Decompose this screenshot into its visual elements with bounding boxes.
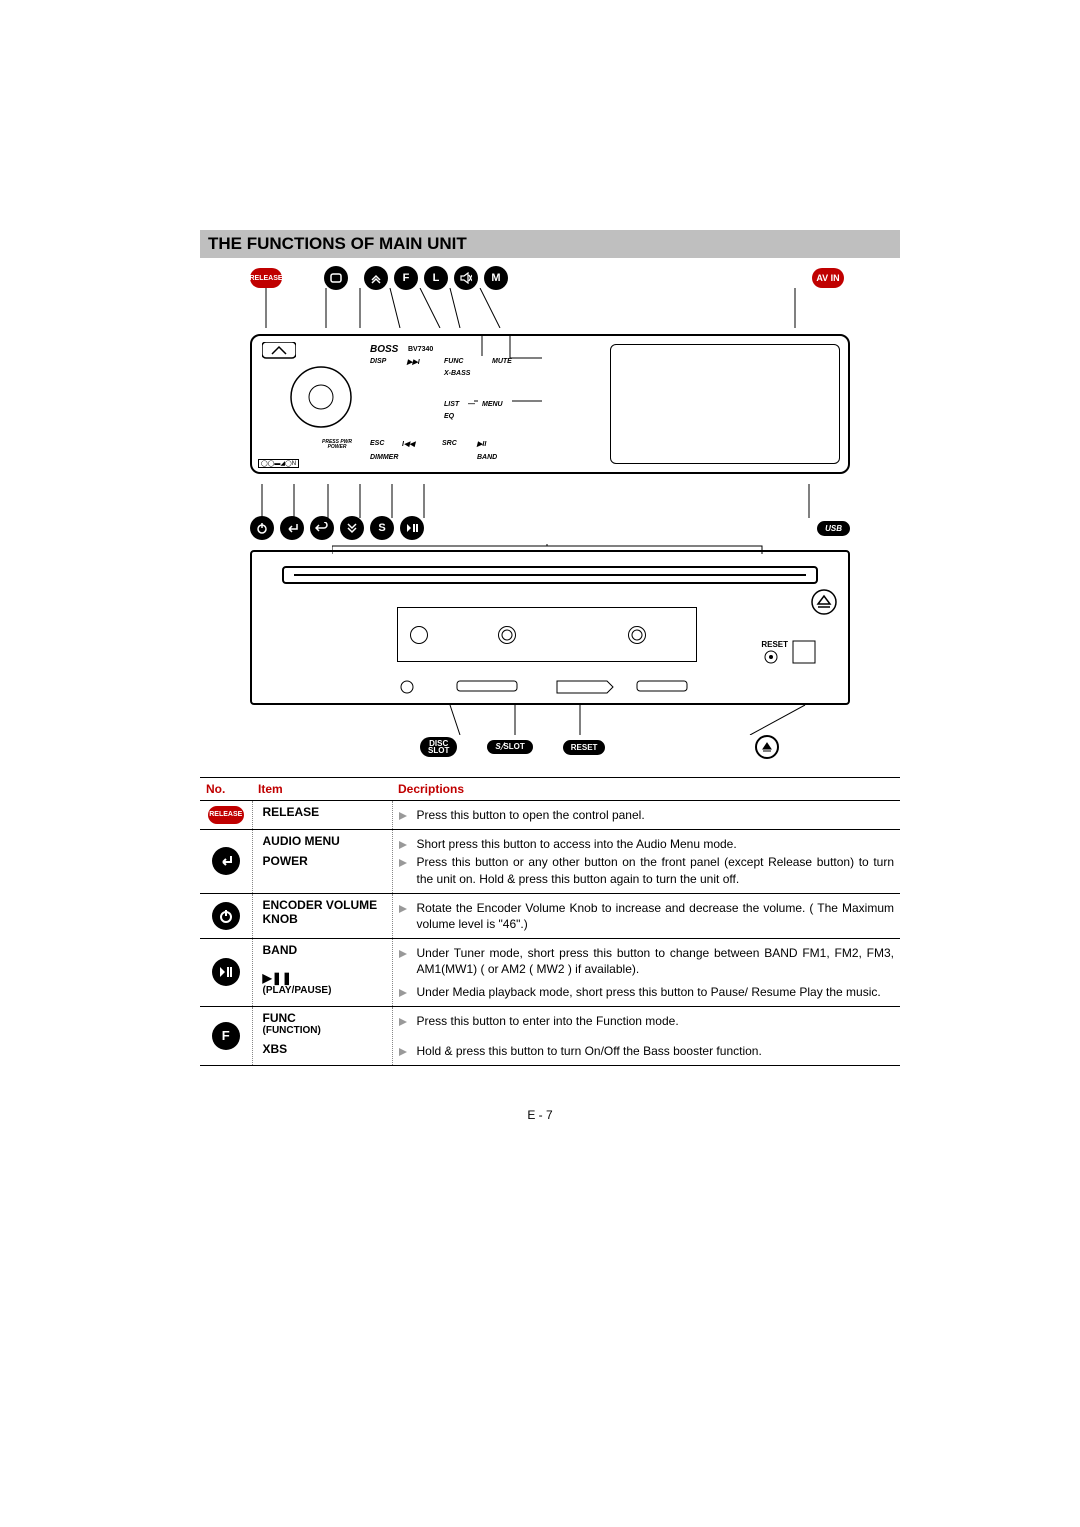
enter-icon	[212, 847, 240, 875]
callout-reset: RESET	[563, 740, 606, 755]
callout-return-icon	[310, 516, 334, 540]
item-power: POWER	[263, 854, 386, 868]
callout-up-icon	[364, 266, 388, 290]
callout-s-icon: S	[370, 516, 394, 540]
callout-mute-icon	[454, 266, 478, 290]
lower-panel-diagram: RESET	[250, 550, 850, 705]
callout-power-icon	[250, 516, 274, 540]
playpause-icon	[212, 958, 240, 986]
callout-release: RELEASE	[250, 268, 282, 288]
reset-label: RESET	[761, 640, 788, 649]
desc-band: Under Tuner mode, short press this butto…	[399, 945, 895, 977]
item-audiomenu: AUDIO MENU	[263, 834, 386, 848]
th-item: Item	[252, 778, 392, 801]
f-icon: F	[212, 1022, 240, 1050]
callout-playpause-icon	[400, 516, 424, 540]
desc-release: Press this button to open the control pa…	[399, 807, 895, 823]
item-func: FUNC	[263, 1011, 386, 1025]
power-icon	[212, 902, 240, 930]
desc-encoder: Rotate the Encoder Volume Knob to increa…	[399, 900, 895, 932]
desc-audiomenu: Short press this button to access into t…	[399, 836, 895, 852]
callout-eject-icon	[755, 735, 779, 759]
callout-disc-slot: DISCSLOT	[420, 737, 457, 757]
diagram-area: RELEASE F L M AV IN	[200, 266, 900, 759]
upper-panel-diagram: BOSS BV7340 DISP ▶▶I FUNC MUTE X-BASS LI…	[250, 334, 850, 474]
desc-xbs: Hold & press this button to turn On/Off …	[399, 1043, 895, 1059]
callout-f-icon: F	[394, 266, 418, 290]
desc-power: Press this button or any other button on…	[399, 854, 895, 886]
screen-area	[610, 344, 840, 464]
callout-usb: USB	[817, 521, 850, 536]
callout-enter-icon	[280, 516, 304, 540]
item-playpause-sub: (PLAY/PAUSE)	[263, 985, 386, 996]
callout-down-icon	[340, 516, 364, 540]
item-playpause-glyph: ▶❚❚	[263, 971, 386, 985]
item-xbs: XBS	[263, 1042, 386, 1056]
item-func-sub: (FUNCTION)	[263, 1025, 386, 1036]
th-desc: Decriptions	[392, 778, 900, 801]
callout-m-icon: M	[484, 266, 508, 290]
item-band: BAND	[263, 943, 386, 957]
item-encoder: ENCODER VOLUME KNOB	[252, 893, 392, 938]
top-leader-lines	[200, 288, 900, 328]
disc-slot	[282, 566, 818, 584]
table-row: ENCODER VOLUME KNOB Rotate the Encoder V…	[200, 893, 900, 938]
callout-rect-icon	[324, 266, 348, 290]
desc-playpause: Under Media playback mode, short press t…	[399, 984, 895, 1000]
table-row: F FUNC (FUNCTION) XBS Press this button …	[200, 1006, 900, 1065]
callout-avin: AV IN	[812, 268, 844, 288]
th-no: No.	[200, 778, 252, 801]
table-row: BAND ▶❚❚ (PLAY/PAUSE) Under Tuner mode, …	[200, 939, 900, 1007]
function-table: No. Item Decriptions RELEASE RELEASE Pre…	[200, 777, 900, 1066]
inner-leaders	[252, 336, 602, 476]
page-number: E - 7	[0, 1108, 1080, 1122]
table-row: AUDIO MENU POWER Short press this button…	[200, 830, 900, 894]
callout-sd-slot: S⧸SLOT	[487, 740, 532, 753]
mid-leader-lines	[200, 484, 900, 518]
release-icon: RELEASE	[208, 806, 244, 824]
desc-func: Press this button to enter into the Func…	[399, 1013, 895, 1029]
sd-region	[397, 607, 697, 662]
badge: ◯◯▬◢◯N	[258, 459, 299, 468]
table-row: RELEASE RELEASE Press this button to ope…	[200, 801, 900, 830]
callout-l-icon: L	[424, 266, 448, 290]
page-title: THE FUNCTIONS OF MAIN UNIT	[200, 230, 900, 258]
item-release: RELEASE	[252, 801, 392, 830]
